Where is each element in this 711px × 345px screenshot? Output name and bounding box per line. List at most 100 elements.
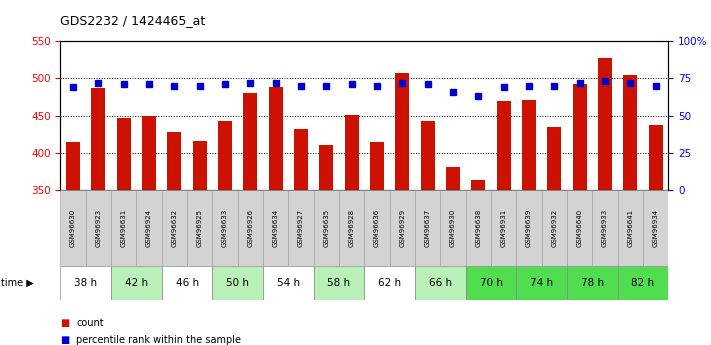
Text: GSM96926: GSM96926 [247, 209, 253, 247]
Text: GSM96927: GSM96927 [298, 209, 304, 247]
Text: 50 h: 50 h [226, 278, 250, 288]
Text: 38 h: 38 h [74, 278, 97, 288]
Bar [117, 118, 131, 190]
Bar [440, 190, 466, 266]
Text: GSM96635: GSM96635 [324, 209, 329, 247]
Text: GSM96641: GSM96641 [627, 209, 634, 247]
Bar [516, 190, 542, 266]
Text: GSM96632: GSM96632 [171, 209, 178, 247]
Bar [314, 190, 339, 266]
Bar [421, 121, 434, 190]
Bar [592, 190, 618, 266]
Bar [218, 121, 232, 190]
Bar [390, 190, 415, 266]
Bar [370, 141, 384, 190]
Bar [111, 266, 162, 300]
Bar [415, 266, 466, 300]
Text: GSM96636: GSM96636 [374, 209, 380, 247]
Bar [187, 190, 213, 266]
Text: GSM96932: GSM96932 [551, 209, 557, 247]
Text: GSM96924: GSM96924 [146, 209, 152, 247]
Bar [339, 190, 365, 266]
Bar [542, 190, 567, 266]
Text: GSM96929: GSM96929 [400, 209, 405, 247]
Bar [162, 190, 187, 266]
Text: 74 h: 74 h [530, 278, 553, 288]
Text: GSM96640: GSM96640 [577, 209, 583, 247]
Bar [491, 190, 516, 266]
Text: 46 h: 46 h [176, 278, 198, 288]
Bar [471, 180, 486, 190]
Bar [269, 87, 283, 190]
Text: GDS2232 / 1424465_at: GDS2232 / 1424465_at [60, 14, 205, 27]
Bar [547, 127, 561, 190]
Bar [86, 190, 111, 266]
Text: 62 h: 62 h [378, 278, 401, 288]
Bar [618, 190, 643, 266]
Bar [60, 266, 111, 300]
Bar [415, 190, 440, 266]
Text: GSM96934: GSM96934 [653, 209, 658, 247]
Bar [243, 92, 257, 190]
Bar [497, 101, 510, 190]
Bar [263, 190, 289, 266]
Bar [648, 125, 663, 190]
Bar [319, 145, 333, 190]
Bar [567, 190, 592, 266]
Bar [567, 266, 618, 300]
Bar [213, 266, 263, 300]
Bar [263, 266, 314, 300]
Text: 54 h: 54 h [277, 278, 300, 288]
Text: ■: ■ [60, 318, 70, 327]
Bar [516, 266, 567, 300]
Text: GSM96928: GSM96928 [348, 209, 355, 247]
Bar [60, 190, 86, 266]
Text: percentile rank within the sample: percentile rank within the sample [76, 335, 241, 345]
Text: GSM96631: GSM96631 [121, 209, 127, 247]
Text: GSM96925: GSM96925 [197, 209, 203, 247]
Bar [314, 266, 364, 300]
Bar [137, 190, 162, 266]
Text: count: count [76, 318, 104, 327]
Text: GSM96638: GSM96638 [476, 209, 481, 247]
Bar [111, 190, 137, 266]
Bar [573, 85, 587, 190]
Text: GSM96923: GSM96923 [95, 209, 102, 247]
Text: GSM96630: GSM96630 [70, 209, 76, 247]
Bar [213, 190, 237, 266]
Bar [446, 167, 460, 190]
Bar [624, 75, 637, 190]
Bar [466, 266, 516, 300]
Text: 42 h: 42 h [125, 278, 148, 288]
Bar [142, 116, 156, 190]
Bar [364, 266, 415, 300]
Text: GSM96933: GSM96933 [602, 209, 608, 247]
Text: GSM96633: GSM96633 [222, 209, 228, 247]
Bar [92, 88, 105, 190]
Text: GSM96931: GSM96931 [501, 209, 507, 247]
Text: 78 h: 78 h [581, 278, 604, 288]
Bar [618, 266, 668, 300]
Text: GSM96634: GSM96634 [273, 209, 279, 247]
Text: 70 h: 70 h [479, 278, 503, 288]
Bar [466, 190, 491, 266]
Bar [345, 115, 358, 190]
Bar [364, 190, 390, 266]
Text: GSM96637: GSM96637 [424, 209, 431, 247]
Bar [395, 73, 410, 190]
Bar [598, 58, 612, 190]
Text: ■: ■ [60, 335, 70, 345]
Bar [522, 100, 536, 190]
Bar [162, 266, 213, 300]
Text: time ▶: time ▶ [1, 278, 33, 288]
Bar [193, 141, 207, 190]
Text: 58 h: 58 h [328, 278, 351, 288]
Bar [66, 142, 80, 190]
Bar [289, 190, 314, 266]
Bar [237, 190, 263, 266]
Text: GSM96930: GSM96930 [450, 209, 456, 247]
Bar [643, 190, 668, 266]
Bar [294, 129, 308, 190]
Text: GSM96639: GSM96639 [526, 209, 532, 247]
Bar [168, 132, 181, 190]
